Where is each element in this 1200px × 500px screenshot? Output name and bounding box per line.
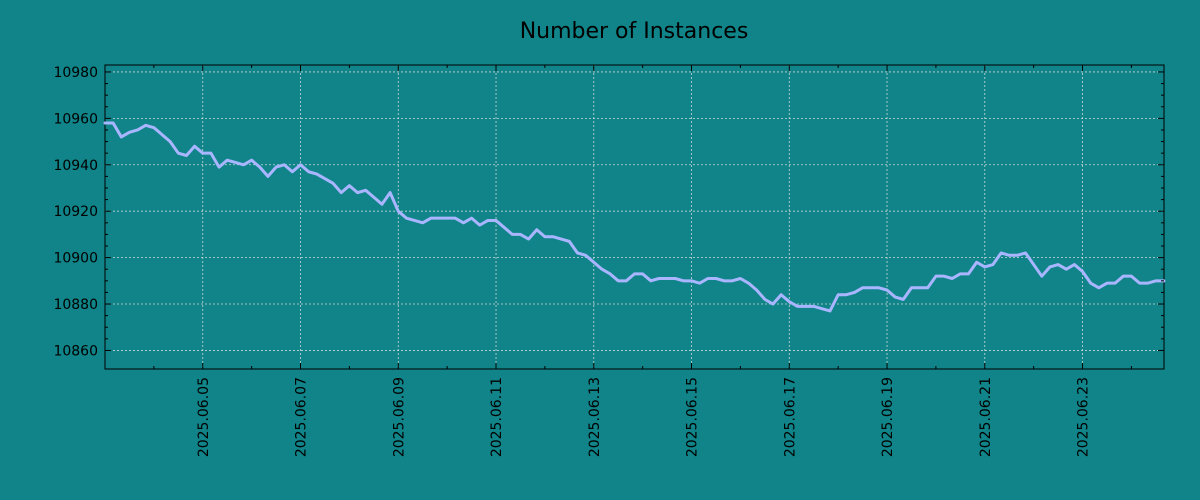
tick-layer: 10860 10880 10900 10920 10940 10960 10980 2025.… [53, 65, 1164, 457]
x-tick-label: 2025.06.17 [782, 377, 798, 457]
x-tick-label: 2025.06.19 [880, 377, 896, 457]
y-tick-label: 10860 [53, 343, 98, 359]
y-tick-label: 10980 [53, 65, 98, 81]
series-line-0 [103, 121, 1166, 313]
y-tick-label: 10880 [53, 297, 98, 313]
x-tick-label: 2025.06.05 [196, 377, 212, 457]
x-tick-label: 2025.06.13 [587, 377, 603, 457]
x-tick-label: 2025.06.11 [489, 377, 505, 457]
x-tick-label: 2025.06.09 [391, 377, 407, 457]
y-tick-label: 10940 [53, 158, 98, 174]
x-tick-label: 2025.06.15 [685, 377, 701, 457]
x-tick-label: 2025.06.07 [294, 377, 310, 457]
x-tick-label: 2025.06.21 [978, 377, 994, 457]
y-tick-label: 10920 [53, 204, 98, 220]
x-tick-label: 2025.06.23 [1076, 377, 1092, 457]
grid-layer [105, 65, 1164, 369]
y-tick-label: 10960 [53, 111, 98, 127]
series-layer [103, 121, 1166, 313]
y-tick-label: 10900 [53, 251, 98, 267]
plot-area [104, 64, 1165, 370]
chart-title: Number of Instances [520, 19, 749, 44]
